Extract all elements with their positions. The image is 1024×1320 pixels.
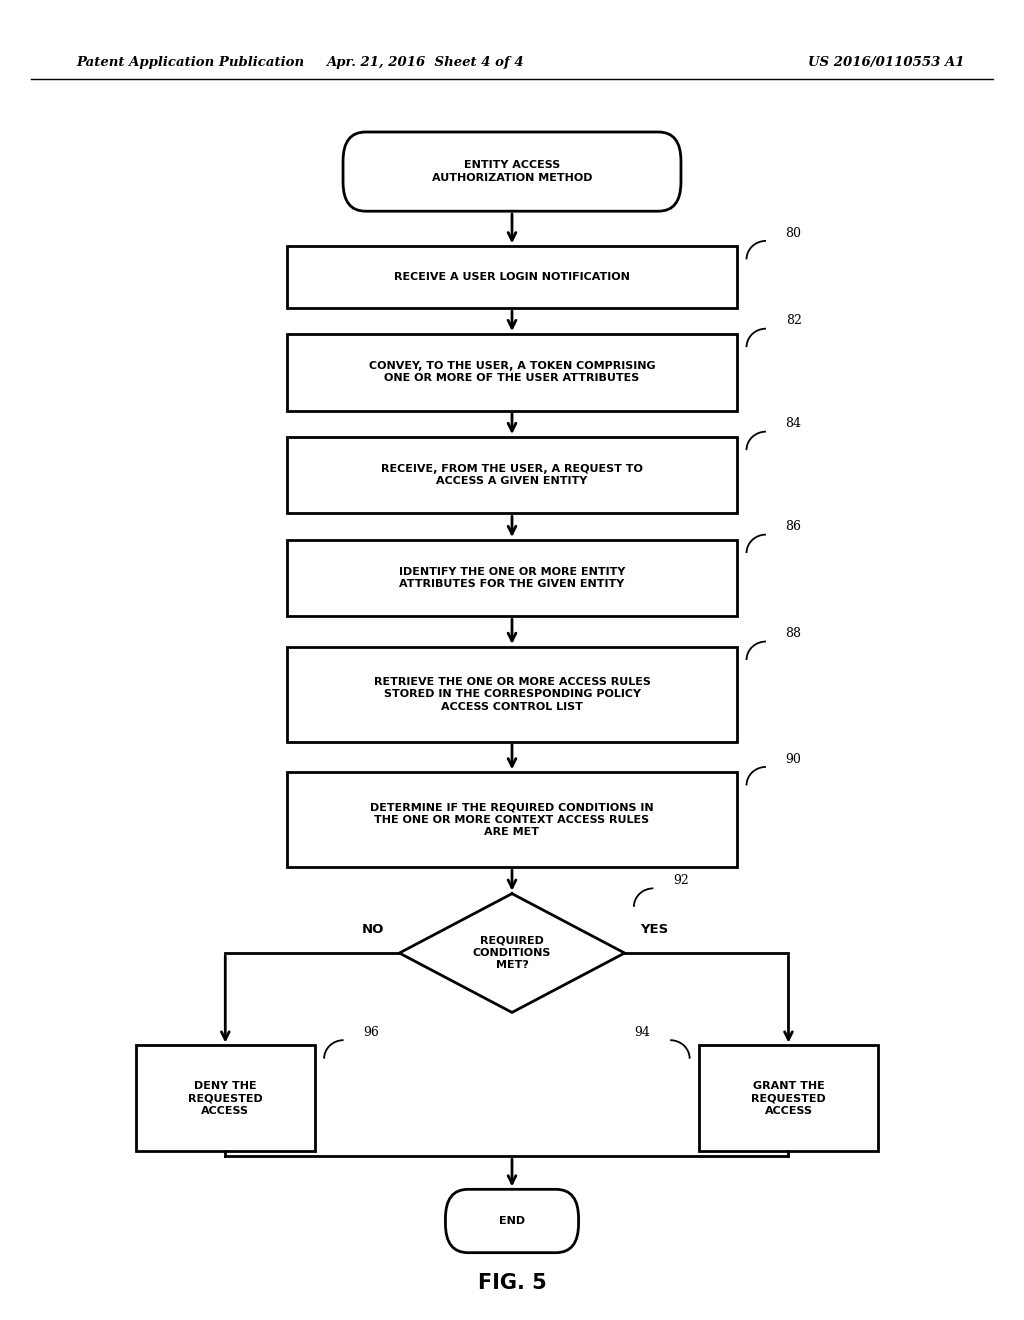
Text: GRANT THE
REQUESTED
ACCESS: GRANT THE REQUESTED ACCESS [752, 1081, 825, 1115]
FancyBboxPatch shape [343, 132, 681, 211]
Text: DENY THE
REQUESTED
ACCESS: DENY THE REQUESTED ACCESS [188, 1081, 262, 1115]
Text: RETRIEVE THE ONE OR MORE ACCESS RULES
STORED IN THE CORRESPONDING POLICY
ACCESS : RETRIEVE THE ONE OR MORE ACCESS RULES ST… [374, 677, 650, 711]
Text: US 2016/0110553 A1: US 2016/0110553 A1 [808, 55, 964, 69]
Text: END: END [499, 1216, 525, 1226]
Text: 82: 82 [785, 314, 802, 327]
Bar [287, 437, 737, 513]
Bar [287, 334, 737, 411]
Text: RECEIVE, FROM THE USER, A REQUEST TO
ACCESS A GIVEN ENTITY: RECEIVE, FROM THE USER, A REQUEST TO ACC… [381, 465, 643, 486]
Text: 80: 80 [785, 227, 802, 240]
Text: 90: 90 [785, 752, 802, 766]
Text: Patent Application Publication: Patent Application Publication [77, 55, 305, 69]
Bar [287, 246, 737, 308]
Polygon shape [399, 894, 625, 1012]
Text: REQUIRED
CONDITIONS
MET?: REQUIRED CONDITIONS MET? [473, 936, 551, 970]
Text: DETERMINE IF THE REQUIRED CONDITIONS IN
THE ONE OR MORE CONTEXT ACCESS RULES
ARE: DETERMINE IF THE REQUIRED CONDITIONS IN … [371, 803, 653, 837]
Bar [287, 772, 737, 867]
Text: NO: NO [361, 923, 384, 936]
Text: YES: YES [640, 923, 669, 936]
Text: 92: 92 [673, 874, 689, 887]
Text: Apr. 21, 2016  Sheet 4 of 4: Apr. 21, 2016 Sheet 4 of 4 [327, 55, 523, 69]
Text: ENTITY ACCESS
AUTHORIZATION METHOD: ENTITY ACCESS AUTHORIZATION METHOD [432, 161, 592, 182]
Bar [287, 540, 737, 616]
Text: FIG. 5: FIG. 5 [477, 1272, 547, 1294]
Text: 86: 86 [785, 520, 802, 533]
Bar [287, 647, 737, 742]
Text: 88: 88 [785, 627, 802, 640]
Text: 94: 94 [635, 1026, 650, 1039]
Text: 84: 84 [785, 417, 802, 430]
Text: RECEIVE A USER LOGIN NOTIFICATION: RECEIVE A USER LOGIN NOTIFICATION [394, 272, 630, 282]
Text: 96: 96 [364, 1026, 379, 1039]
Text: IDENTIFY THE ONE OR MORE ENTITY
ATTRIBUTES FOR THE GIVEN ENTITY: IDENTIFY THE ONE OR MORE ENTITY ATTRIBUT… [398, 568, 626, 589]
Bar [135, 1045, 315, 1151]
FancyBboxPatch shape [445, 1189, 579, 1253]
Bar [698, 1045, 878, 1151]
Text: CONVEY, TO THE USER, A TOKEN COMPRISING
ONE OR MORE OF THE USER ATTRIBUTES: CONVEY, TO THE USER, A TOKEN COMPRISING … [369, 362, 655, 383]
